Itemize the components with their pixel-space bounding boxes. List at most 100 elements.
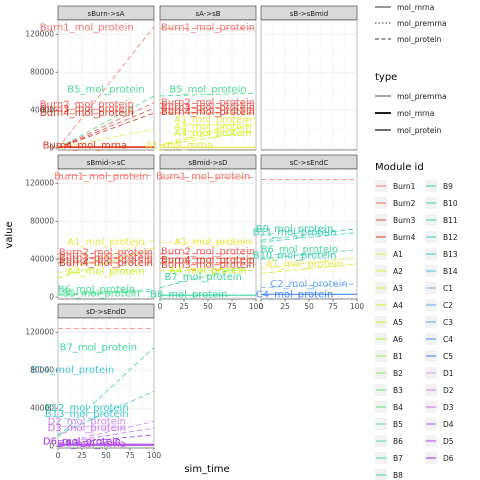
- series-line-D2-mol_protein: [57, 421, 155, 444]
- series-label: Burn3_mol_protein: [161, 102, 255, 113]
- legend-item-B4: B4: [375, 401, 403, 413]
- series-label: C2_mol_protein: [270, 279, 348, 290]
- series-line-A2-mol_protein: [159, 117, 257, 146]
- legend-item-B7: B7: [375, 452, 403, 464]
- legend-item-Burn1: Burn1: [375, 180, 416, 192]
- legend-label: B14: [443, 267, 458, 276]
- y-tick-label: 120000: [25, 328, 54, 337]
- legend-label: B3: [393, 386, 403, 395]
- legend-label: B10: [443, 199, 458, 208]
- series-label: B7_mol_protein: [164, 272, 241, 283]
- legend-item-Burn2: Burn2: [375, 197, 416, 209]
- x-tick-label: 0: [259, 302, 264, 311]
- legend-label: C1: [443, 284, 453, 293]
- series-label: Burn4_mol_protein: [161, 107, 255, 118]
- series-label: D6_mol_protein: [43, 436, 121, 447]
- x-tick-label: 25: [77, 451, 87, 460]
- series-label: B11_mol_protein: [253, 228, 337, 239]
- series-line-A4-mol_protein: [159, 130, 257, 146]
- legend-label: B11: [443, 216, 458, 225]
- legend-item-D1: D1: [425, 367, 454, 379]
- series-label: B9_mol_protein: [256, 224, 333, 235]
- series-line-B6-mol_protein: [260, 249, 358, 260]
- legend-label: B12: [443, 233, 458, 242]
- legend-item-B10: B10: [425, 197, 458, 209]
- legend-item-B6: B6: [375, 435, 403, 447]
- x-tick-label: 25: [280, 302, 290, 311]
- series-label: A1_mol_protein: [174, 237, 251, 248]
- series-line-A4-mol_protein: [260, 263, 358, 274]
- legend-item-B5: B5: [375, 418, 403, 430]
- y-tick-label: 80000: [30, 366, 54, 375]
- y-tick-label: 120000: [25, 179, 54, 188]
- series-label: C4_mol_protein: [256, 289, 334, 300]
- panel: sBmid->sD Burn1_mol_protein A1_mol_protein…: [150, 154, 263, 311]
- series-label: Burn1_mol_protein: [156, 172, 250, 183]
- series-line-B5-mol_protein: [57, 289, 155, 295]
- legend-label: D4: [443, 420, 454, 429]
- series-label: Burn4_mol_protein: [40, 108, 134, 119]
- x-tick-label: 0: [56, 451, 61, 460]
- panel: sBurn->sA Burn1_mol_protein B5_mol_protein…: [25, 5, 155, 153]
- legend-label: B5: [393, 420, 403, 429]
- legend-title: Module id: [375, 162, 424, 173]
- series-label: B14_mol_protein: [31, 365, 115, 376]
- y-tick-label: 80000: [30, 68, 54, 77]
- panel-title: sBurn->sA: [88, 10, 125, 18]
- series-label: Burn2_mol_protein: [161, 98, 255, 109]
- legend-item-B3: B3: [375, 384, 403, 396]
- series-label: D4_mol_mrna: [57, 439, 126, 450]
- series-line-Burn1-mol_protein: [57, 26, 155, 149]
- panel-title: sA->sB: [195, 10, 220, 18]
- series-label: B5_mol_protein: [67, 84, 144, 95]
- series-line-A3-mol_protein: [159, 124, 257, 146]
- legend-label: B6: [393, 437, 403, 446]
- x-tick-label: 50: [203, 302, 213, 311]
- legend-label: Burn2: [393, 199, 416, 208]
- legend-item-A2: A2: [375, 265, 403, 277]
- legend-item-B12: B12: [425, 231, 458, 243]
- legend-label: D2: [443, 386, 454, 395]
- legend-item-D5: D5: [425, 435, 454, 447]
- legend-item-C4: C4: [425, 333, 453, 345]
- legend-item-Burn4: Burn4: [375, 231, 416, 243]
- y-tick-label: 120000: [25, 30, 54, 39]
- panel-grid: [57, 20, 155, 150]
- legend-label: A6: [393, 335, 403, 344]
- panel: sB->sBmid: [260, 5, 358, 151]
- y-tick-label: 80000: [30, 217, 54, 226]
- legend-label: Burn3: [393, 216, 416, 225]
- x-tick-label: 50: [101, 451, 111, 460]
- legend-label: C2: [443, 301, 453, 310]
- series-line-B11-mol_protein: [260, 232, 358, 243]
- legend-label: B2: [393, 369, 403, 378]
- panel: sA->sB Burn1_mol_protein B5_mol_protein Bur…: [145, 5, 257, 151]
- legend-item-C3: C3: [425, 316, 453, 328]
- x-axis-title: sim_time: [184, 464, 229, 475]
- series-label: B5_mol_protein: [169, 84, 246, 95]
- y-tick-label: 40000: [30, 255, 54, 264]
- legend-item-B11: B11: [425, 214, 458, 226]
- legend-label: C5: [443, 352, 453, 361]
- legend-item-D2: D2: [425, 384, 454, 396]
- legend-item-C5: C5: [425, 350, 453, 362]
- legend-label: mol_protein: [397, 126, 442, 135]
- series-label: Burn2_mol_protein: [161, 247, 255, 258]
- y-tick-label: 0: [49, 144, 54, 153]
- legend-item-A1: A1: [375, 248, 403, 260]
- legend-label: mol_mrna: [397, 3, 434, 12]
- legend-label: A3: [393, 284, 403, 293]
- series-label: B6_mol_protein: [58, 285, 135, 296]
- series-label: B5_mol_protein: [62, 288, 139, 299]
- legend-label: A5: [393, 318, 403, 327]
- series-line-D3-mol_protein: [57, 427, 155, 444]
- panel-title: sB->sBmid: [290, 10, 329, 18]
- series-line-D6-mol_protein: [57, 434, 155, 445]
- panel: sBmid->sC Burn1_mol_protein A1_mol_protein…: [25, 154, 155, 302]
- panel-title: sD->sEndD: [86, 308, 126, 316]
- series-line-B5-mol_protein: [57, 95, 155, 149]
- panel-title: sBmid->sD: [188, 159, 227, 167]
- series-line-A4-mol_protein: [57, 247, 155, 279]
- x-tick-label: 25: [179, 302, 189, 311]
- series-label: Burn3_mol_protein: [161, 260, 255, 271]
